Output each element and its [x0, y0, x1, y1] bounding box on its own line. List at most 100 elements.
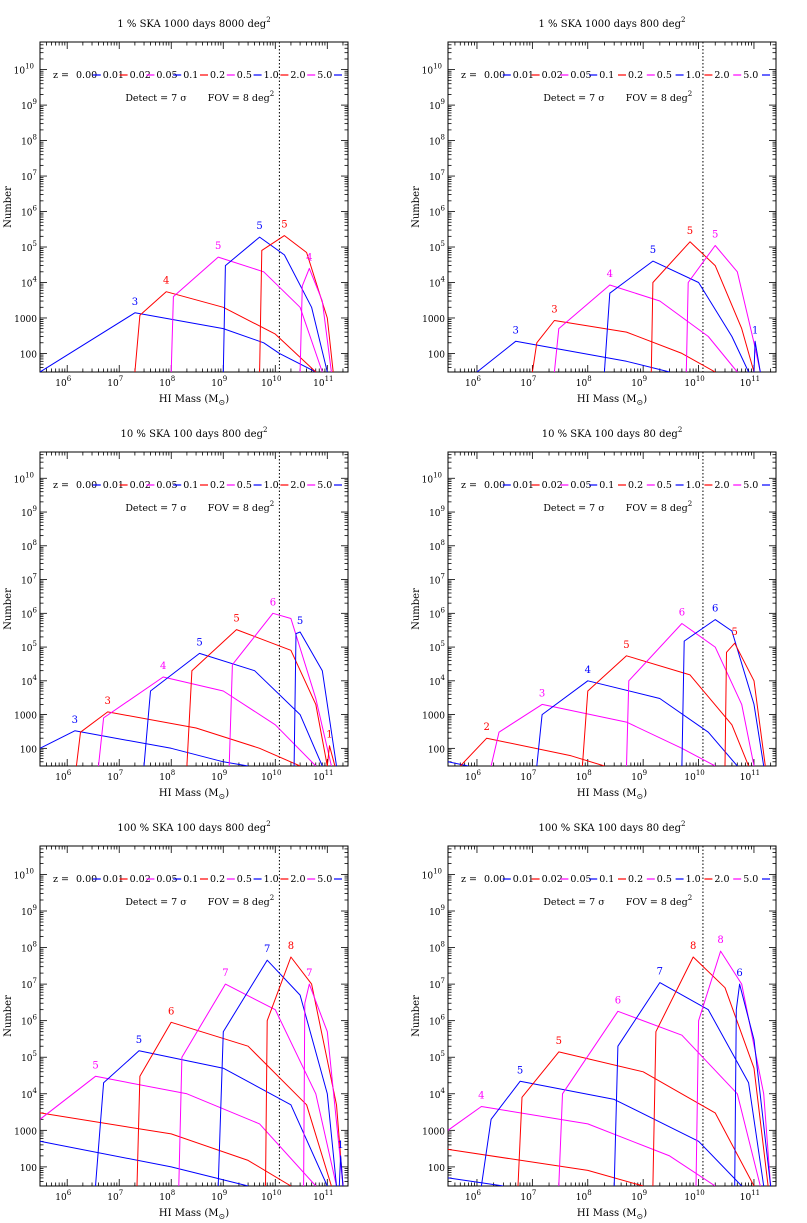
legend-z-value: 5.0 — [317, 874, 332, 885]
legend-z-value: 1.0 — [264, 874, 279, 885]
y-tick-label: 108 — [429, 134, 445, 148]
series-line — [40, 1140, 249, 1186]
series-line — [75, 711, 301, 766]
y-tick-label: 106 — [429, 606, 445, 620]
series-line — [265, 956, 344, 1186]
series-line — [143, 652, 323, 766]
plot-frame — [39, 845, 349, 1187]
series-line — [681, 619, 765, 766]
series-line — [613, 982, 765, 1186]
series-label: 4 — [163, 276, 169, 287]
y-tick-label: 107 — [21, 169, 37, 183]
series-label: 5 — [92, 1060, 98, 1071]
x-axis-label: HI Mass (M⊙) — [577, 788, 647, 801]
y-tick-label: 1010 — [14, 63, 34, 77]
legend-z-value: 2.0 — [290, 480, 305, 491]
series-line — [303, 983, 344, 1186]
x-axis-label: HI Mass (M⊙) — [159, 394, 229, 407]
series-label: 6 — [679, 607, 685, 618]
legend-z-value: 0.01 — [103, 480, 124, 491]
y-tick-label: 1000 — [422, 712, 445, 722]
legend: z = 0.00 0.01 0.02 0.05 0.1 0.2 0.5 1.0 2.0 5.0 — [53, 480, 342, 491]
y-tick-label: 1000 — [422, 1127, 445, 1137]
fov-text: FOV = 8 deg2 — [208, 500, 274, 514]
x-tick-label: 106 — [55, 1189, 71, 1203]
series-line — [517, 1051, 755, 1186]
y-axis-label: Number — [3, 995, 14, 1037]
legend-z-value: 0.2 — [628, 874, 643, 885]
series-label: 4 — [478, 1090, 484, 1101]
series-label: 7 — [264, 944, 270, 955]
y-axis-label: Number — [3, 588, 14, 630]
y-tick-label: 109 — [21, 98, 37, 112]
series-label: 5 — [650, 245, 656, 256]
legend-z-value: 0.02 — [542, 480, 563, 491]
y-tick-label: 100 — [20, 350, 37, 360]
series-line — [259, 235, 334, 372]
series-label: 4 — [607, 269, 613, 280]
y-tick-label: 1000 — [14, 315, 37, 325]
series-line — [476, 340, 670, 372]
panel-title: 10 % SKA 100 days 800 deg2 — [121, 426, 268, 440]
y-tick-label: 109 — [429, 98, 445, 112]
fov-text: FOV = 8 deg2 — [208, 894, 274, 908]
y-tick-label: 108 — [429, 539, 445, 553]
x-tick-label: 1010 — [684, 375, 704, 389]
x-tick-label: 107 — [107, 1189, 123, 1203]
series-label: 5 — [623, 640, 629, 651]
series-label: 6 — [615, 995, 621, 1006]
y-tick-label: 109 — [21, 505, 37, 519]
series-line — [40, 312, 317, 372]
x-tick-label: 109 — [631, 375, 647, 389]
x-tick-label: 108 — [576, 1189, 592, 1203]
x-axis-label: HI Mass (M⊙) — [159, 788, 229, 801]
x-tick-label: 106 — [55, 769, 71, 783]
series-label: 4 — [306, 252, 312, 263]
x-tick-label: 108 — [576, 769, 592, 783]
detect-text: Detect = 7 σ — [543, 503, 605, 514]
legend-z-value: 0.5 — [657, 70, 672, 81]
plot-frame — [39, 41, 349, 373]
series-line — [170, 256, 323, 372]
legend-z-value: 0.05 — [570, 70, 591, 81]
x-tick-label: 108 — [159, 375, 175, 389]
legend-z-value: 1.0 — [264, 70, 279, 81]
legend-z-value: 0.01 — [513, 70, 534, 81]
y-tick-label: 106 — [21, 606, 37, 620]
series-label: 8 — [717, 935, 723, 946]
y-axis-label: Number — [411, 186, 422, 228]
x-tick-label: 1011 — [740, 769, 760, 783]
x-tick-label: 1010 — [684, 1189, 704, 1203]
legend-z-value: 0.2 — [210, 480, 225, 491]
y-tick-label: 104 — [21, 275, 37, 289]
y-tick-label: 104 — [21, 1087, 37, 1101]
y-tick-label: 104 — [429, 674, 445, 688]
y-tick-label: 1010 — [422, 471, 442, 485]
fov-text: FOV = 8 deg2 — [626, 894, 692, 908]
y-tick-label: 108 — [21, 134, 37, 148]
legend-z-value: 1.0 — [686, 70, 701, 81]
series-label: 5 — [517, 1065, 523, 1076]
y-tick-label: 1000 — [14, 712, 37, 722]
series-line — [626, 623, 755, 766]
series-label: 5 — [556, 1036, 562, 1047]
series-line — [480, 1080, 743, 1186]
series-label: 5 — [136, 1035, 142, 1046]
x-axis-label: HI Mass (M⊙) — [577, 394, 647, 407]
y-tick-label: 1000 — [422, 315, 445, 325]
legend-prefix: z = — [53, 874, 69, 885]
series-line — [459, 737, 605, 766]
legend-z-value: 0.2 — [210, 70, 225, 81]
x-tick-label: 108 — [159, 769, 175, 783]
x-tick-label: 107 — [107, 769, 123, 783]
detect-text: Detect = 7 σ — [125, 897, 187, 908]
x-tick-label: 109 — [631, 769, 647, 783]
y-tick-label: 104 — [429, 275, 445, 289]
legend-z-value: 0.02 — [130, 70, 151, 81]
series-line — [222, 236, 328, 372]
x-axis-label: HI Mass (M⊙) — [577, 1208, 647, 1221]
y-tick-label: 1010 — [422, 867, 442, 881]
legend-z-value: 0.05 — [156, 70, 177, 81]
series-line — [338, 1155, 344, 1186]
panel-title: 10 % SKA 100 days 80 deg2 — [542, 426, 683, 440]
